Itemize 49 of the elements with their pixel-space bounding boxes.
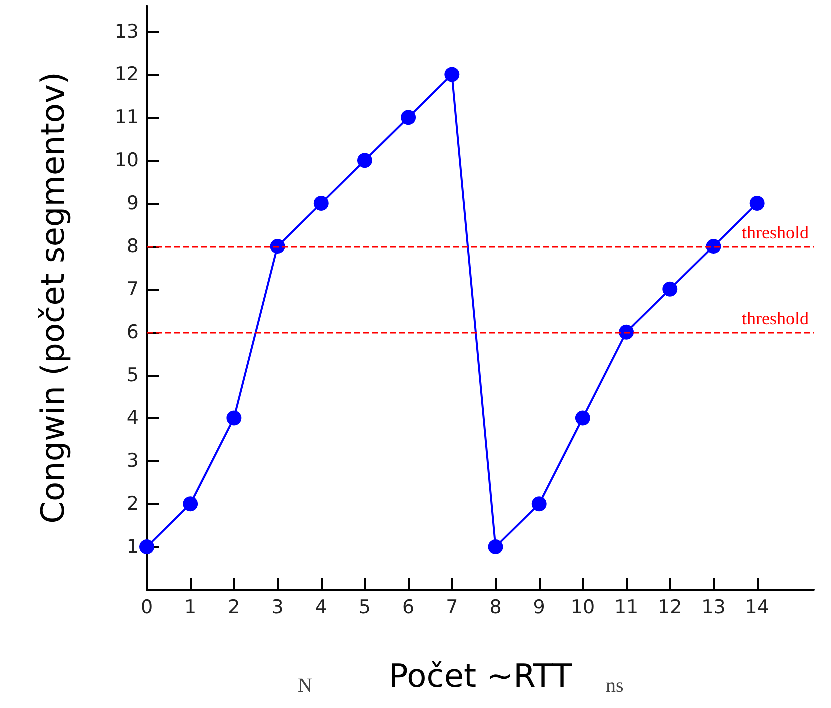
point: [532, 496, 547, 512]
y-tick-label: 9: [126, 192, 139, 215]
x-tick-label: 12: [658, 596, 682, 618]
x-tick-label: 1: [184, 596, 197, 618]
y-tick-label: 13: [114, 20, 139, 43]
x-tick-label: 14: [745, 596, 770, 618]
x-tick-label: 0: [140, 596, 154, 618]
point: [140, 540, 154, 555]
point: [444, 67, 460, 82]
y-tick-label: 2: [126, 493, 139, 516]
point: [226, 410, 242, 426]
point: [619, 324, 634, 340]
ref-line-label: threshold: [742, 222, 809, 242]
y-tick-label: 7: [126, 278, 139, 300]
point: [357, 153, 372, 168]
ref-line-label: threshold: [742, 308, 809, 328]
point: [488, 540, 504, 555]
point: [401, 110, 416, 126]
y-axis-title: Congwin (počet segmentov): [34, 72, 72, 524]
x-tick-label: 7: [446, 596, 458, 618]
x-tick-label: 3: [272, 596, 284, 618]
x-tick-label: 10: [570, 596, 596, 618]
y-tick-label: 4: [126, 407, 139, 430]
x-tick-label: 13: [702, 596, 726, 618]
y-tick-label: 10: [114, 150, 139, 172]
point: [314, 196, 329, 212]
x-tick-label: 11: [614, 596, 639, 618]
x-tick-label: 5: [358, 596, 372, 618]
y-tick-label: 8: [126, 235, 139, 258]
y-tick-label: 11: [114, 106, 139, 129]
x-tick-label: 9: [533, 596, 546, 618]
point: [706, 238, 722, 254]
point: [270, 238, 286, 254]
point: [750, 196, 765, 212]
y-tick-label: 12: [114, 64, 139, 86]
text: ns: [606, 675, 624, 697]
y-tick-label: 1: [126, 536, 139, 558]
y-tick-label: 3: [126, 450, 139, 472]
text: N: [298, 675, 312, 697]
x-tick-label: 6: [402, 596, 415, 618]
point: [183, 496, 198, 512]
y-tick-label: 6: [126, 321, 139, 344]
point: [575, 410, 590, 426]
x-tick-label: 2: [228, 596, 240, 618]
point: [662, 282, 678, 297]
x-tick-label: 4: [315, 596, 328, 618]
x-tick-label: 8: [490, 596, 502, 618]
x-axis-title: Počet ~RTT: [389, 657, 572, 695]
y-tick-label: 5: [126, 364, 139, 386]
